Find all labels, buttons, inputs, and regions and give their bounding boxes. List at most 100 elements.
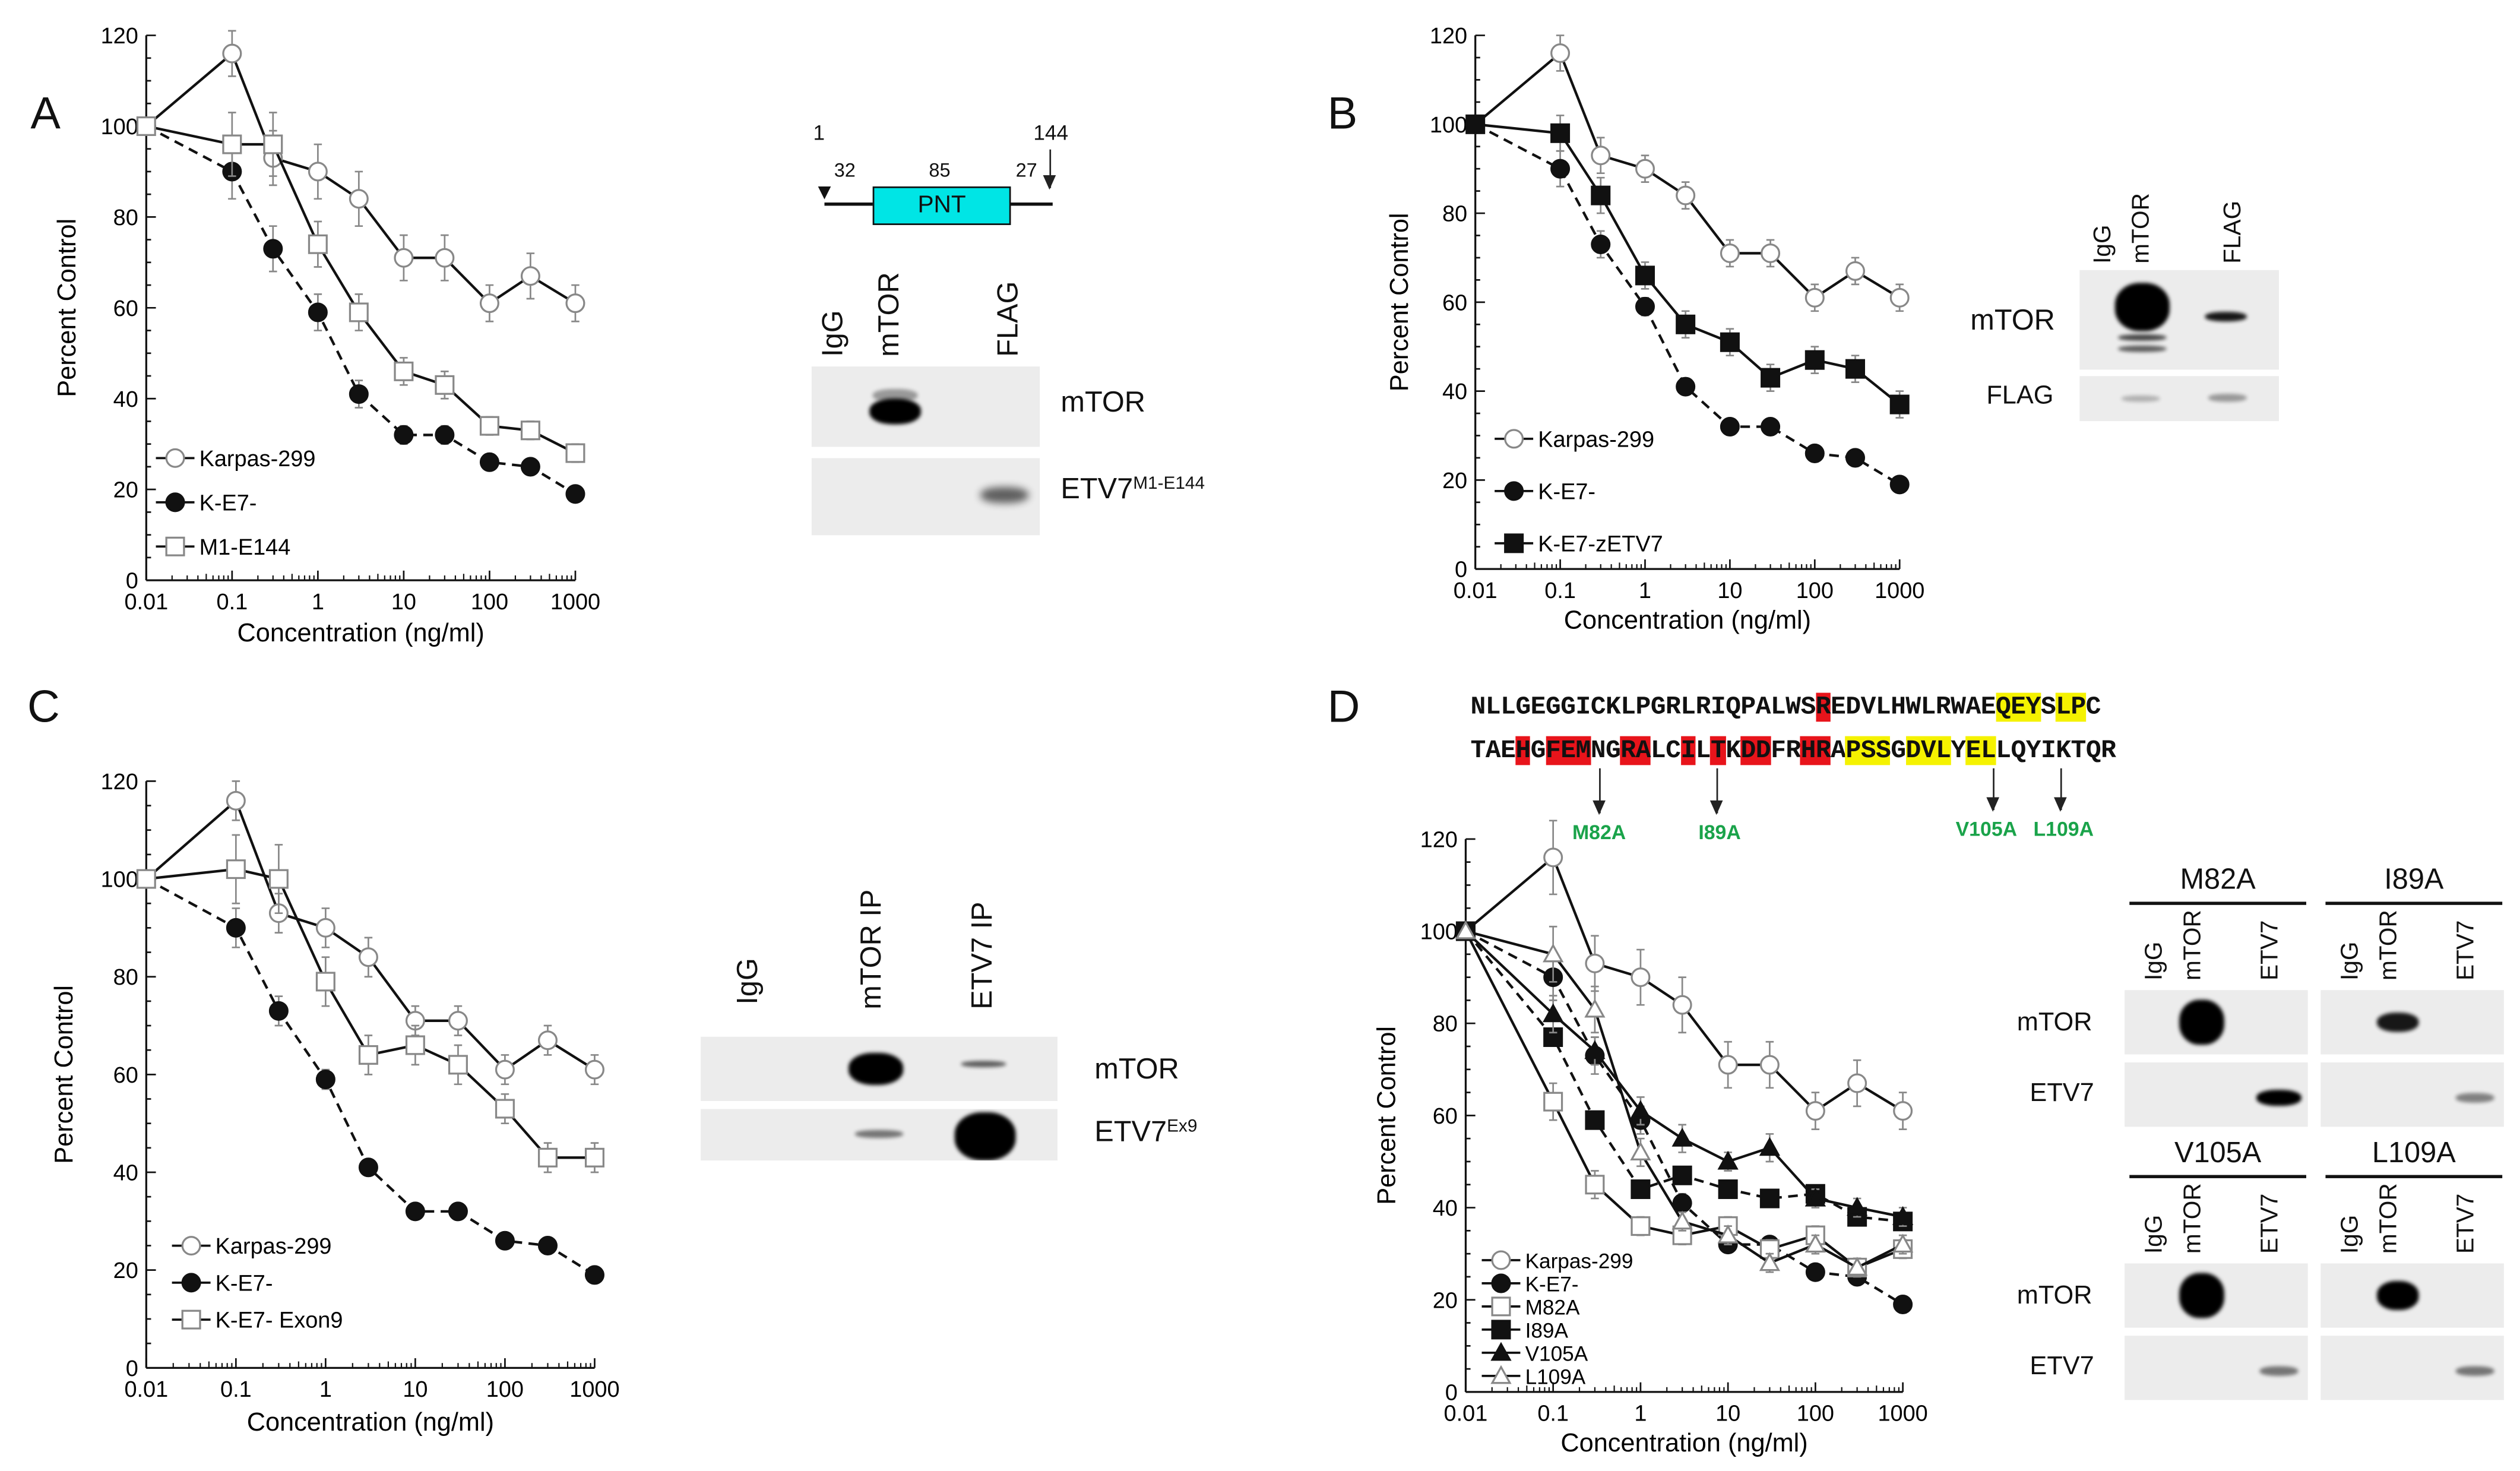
legend-marker (165, 448, 185, 468)
y-axis-title: Percent Control (53, 219, 81, 397)
y-tick-label: 80 (113, 965, 138, 990)
blot-etv7 (2320, 1062, 2504, 1127)
x-axis-title: Concentration (ng/ml) (247, 1408, 494, 1437)
y-tick-label: 40 (113, 387, 138, 412)
x-tick-label: 0.1 (217, 590, 248, 615)
band (2179, 1273, 2224, 1318)
panel-label-b: B (1327, 88, 1358, 138)
series-line (1475, 123, 1901, 406)
x-tick-label: 1000 (1878, 1402, 1927, 1426)
chart-d: 0 20 40 60 80 100 120 0.01 0.1 1 10 100 1000 Concentr… (1372, 820, 1928, 1457)
series-l109a (1455, 920, 1914, 1278)
y-axis-title: Percent Control (1372, 1026, 1401, 1205)
blot-title: I89A (2325, 863, 2503, 905)
band (2256, 1090, 2301, 1106)
data-point (1720, 243, 1740, 263)
data-point (394, 361, 414, 381)
x-tick-label: 1 (1634, 1402, 1647, 1426)
data-point (1591, 145, 1611, 166)
series-line (1465, 929, 1904, 1269)
data-point (520, 266, 540, 286)
data-point (565, 443, 585, 463)
data-point (1635, 265, 1655, 286)
residues: S (2040, 692, 2056, 722)
series-line (145, 125, 576, 454)
data-point (349, 302, 369, 322)
panel-label-a: A (30, 88, 61, 138)
series-k-e7-exon9 (136, 834, 604, 1173)
legend-item: Karpas-299 (1495, 427, 1654, 452)
legend-item: I89A (1481, 1319, 1568, 1342)
data-point (565, 293, 585, 314)
band (2259, 1366, 2299, 1376)
legend-marker (181, 1236, 201, 1256)
data-point (1761, 368, 1781, 388)
data-point (1761, 417, 1781, 437)
residues: EDVLHWLRWAE (1831, 692, 1996, 722)
residues: L (1695, 736, 1711, 765)
data-point (1804, 1233, 1826, 1253)
legend-marker (1490, 1342, 1512, 1361)
data-point (565, 484, 585, 504)
lane-label: IgG (2141, 941, 2168, 981)
band (872, 388, 918, 402)
data-point (537, 1030, 558, 1051)
data-point (226, 790, 246, 811)
data-point (1759, 1055, 1780, 1075)
legend-marker (165, 492, 185, 513)
data-point (1465, 114, 1486, 134)
data-point (1672, 1165, 1692, 1185)
blot-mtor (701, 1036, 1058, 1102)
y-tick-label: 60 (1442, 290, 1467, 315)
start-marker-icon (818, 186, 831, 200)
lane-label: ETV7 IP (965, 901, 998, 1010)
blot-row-label: ETV7M1-E144 (1060, 473, 1205, 507)
data-point (1718, 1179, 1738, 1200)
x-axis-title: Concentration (ng/ml) (1564, 606, 1811, 634)
highlighted-residues-yellow: QEY (1996, 692, 2041, 722)
y-tick-label: 0 (1455, 558, 1467, 583)
x-tick-label: 0.1 (1537, 1402, 1569, 1426)
legend-label: K-E7- Exon9 (216, 1308, 343, 1333)
data-point (1893, 1101, 1913, 1121)
band (980, 487, 1029, 504)
y-tick-label: 100 (1420, 920, 1458, 945)
data-point (495, 1059, 515, 1080)
blot-etv7 (2125, 1336, 2308, 1400)
legend-label: K-E7- (1538, 479, 1595, 504)
data-point (1889, 287, 1910, 308)
arrow-down-icon (1709, 768, 1723, 815)
data-point (1845, 359, 1865, 379)
n-term-length: 32 (834, 159, 856, 182)
y-tick-label: 100 (101, 868, 138, 893)
residues: LQYIKTQR (1996, 736, 2116, 765)
legend-item: K-E7- (172, 1271, 273, 1296)
data-point (405, 1035, 425, 1055)
legend-item: K-E7- (156, 491, 257, 515)
mutation-label: L109A (2033, 818, 2094, 841)
lane-label: mTOR (2375, 910, 2403, 981)
y-axis-title: Percent Control (50, 985, 78, 1164)
blot-etv7 (2320, 1336, 2504, 1400)
chart-b: 0 20 40 60 80 100 120 0.01 0.1 1 10 100 1000 Concentr… (1385, 24, 1924, 634)
blot-mtor (2079, 270, 2279, 370)
series-line (145, 798, 596, 1071)
data-point (1717, 1224, 1739, 1244)
series-line (1465, 855, 1904, 1113)
data-point (358, 1045, 378, 1065)
data-point (1550, 43, 1571, 64)
data-point (308, 234, 328, 254)
y-tick-label: 80 (1433, 1012, 1458, 1037)
data-point (495, 1230, 515, 1251)
arrow-down-icon (1986, 768, 2000, 812)
data-point (268, 869, 289, 889)
residues: NG (1590, 736, 1621, 765)
data-point (584, 1265, 604, 1285)
data-point (1584, 1040, 1606, 1059)
blot-etv7 (701, 1109, 1058, 1161)
mutation-label: V105A (1955, 818, 2018, 841)
series-karpas-299 (1455, 820, 1913, 1131)
residues: G (1891, 736, 1906, 765)
y-tick-label: 60 (113, 296, 138, 321)
